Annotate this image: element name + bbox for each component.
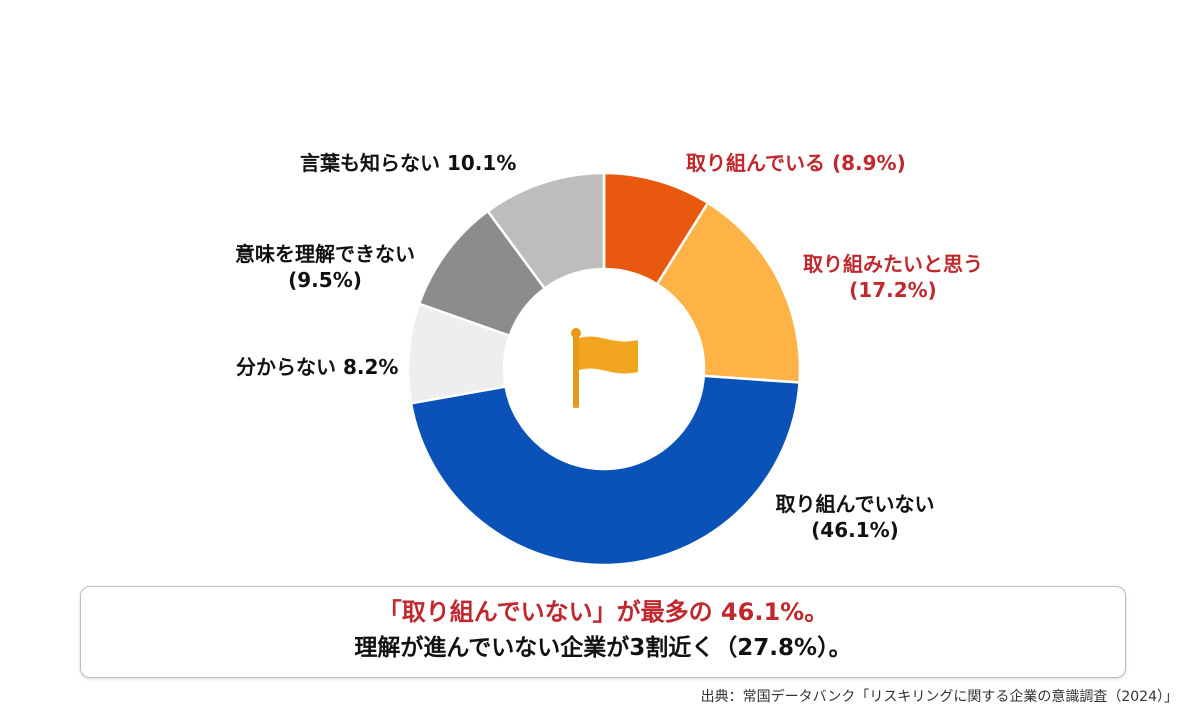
label-torikunde-inai: 取り組んでいない (46.1%): [775, 492, 935, 542]
source-citation: 出典：常国データバンク「リスキリングに関する企業の意識調査（2024）」: [700, 689, 1178, 705]
label-torikunde-iru: 取り組んでいる (8.9%): [686, 151, 906, 175]
label-imi-rikai-dekinai: 意味を理解できない (9.5%): [235, 242, 415, 292]
label-wakaranai: 分からない 8.2%: [236, 355, 399, 379]
summary-subline: 理解が進んでいない企業が3割近く（27.8%）。: [354, 635, 852, 661]
flag-icon: [571, 328, 638, 408]
label-torikumitai: 取り組みたいと思う (17.2%): [803, 252, 983, 302]
label-kotoba-shiranai: 言葉も知らない 10.1%: [300, 151, 517, 175]
summary-box: 「取り組んでいない」が最多の 46.1%。 理解が進んでいない企業が3割近く（2…: [80, 586, 1126, 678]
summary-headline: 「取り組んでいない」が最多の 46.1%。: [377, 598, 829, 626]
